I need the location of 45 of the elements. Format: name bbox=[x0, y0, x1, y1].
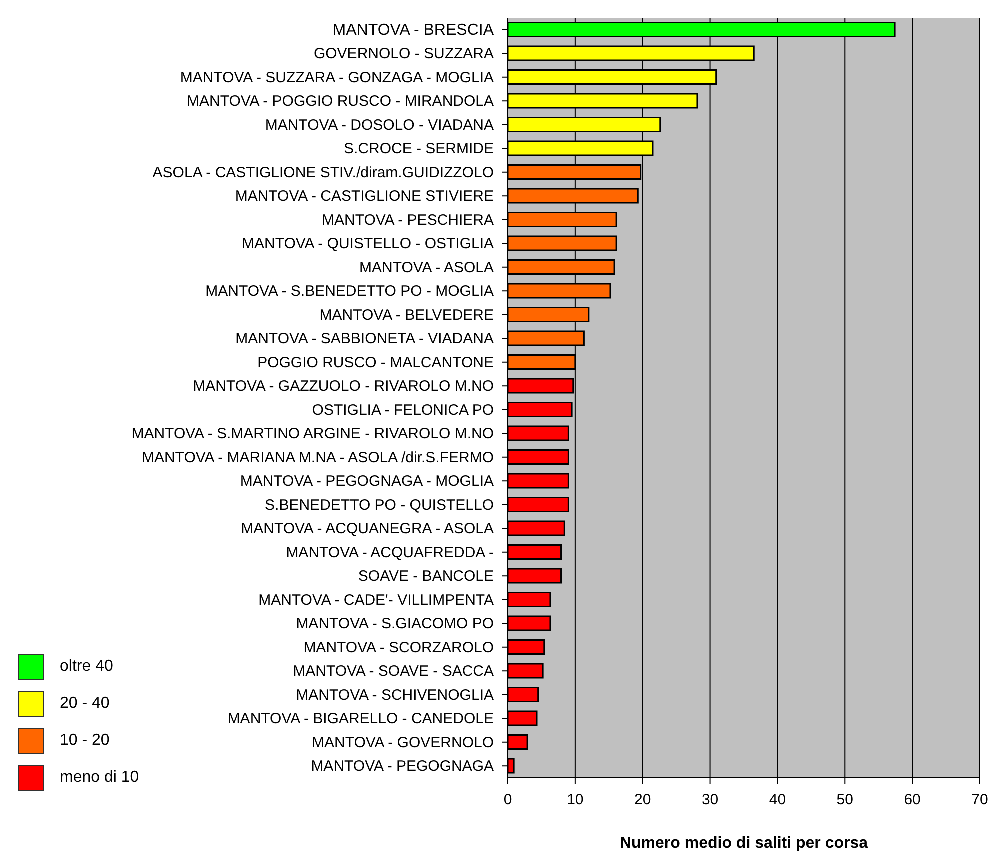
y-tick-label: MANTOVA - SOAVE - SACCA bbox=[293, 663, 494, 680]
y-tick-label: MANTOVA - PEGOGNAGA - MOGLIA bbox=[240, 473, 494, 490]
y-tick-label: MANTOVA - ACQUANEGRA - ASOLA bbox=[241, 520, 494, 538]
y-tick-label: ASOLA - CASTIGLIONE STIV./diram.GUIDIZZOLO bbox=[152, 164, 494, 182]
x-tick-label: 30 bbox=[702, 792, 719, 809]
x-tick-label: 40 bbox=[769, 792, 786, 809]
y-tick-label: SOAVE - BANCOLE bbox=[358, 568, 494, 586]
x-tick-label: 0 bbox=[504, 792, 512, 809]
y-tick-label: MANTOVA - PEGOGNAGA bbox=[311, 758, 494, 776]
y-tick-label: MANTOVA - POGGIO RUSCO - MIRANDOLA bbox=[187, 93, 494, 110]
y-tick-label: POGGIO RUSCO - MALCANTONE bbox=[258, 354, 494, 372]
x-tick-label: 60 bbox=[904, 792, 921, 809]
y-tick-label: MANTOVA - GAZZUOLO - RIVAROLO M.NO bbox=[193, 378, 494, 396]
y-tick-label: MANTOVA - SCHIVENOGLIA bbox=[296, 686, 494, 704]
y-tick-label: MANTOVA - MARIANA M.NA - ASOLA /dir.S.FERMO bbox=[142, 449, 494, 466]
y-tick-label: MANTOVA - CASTIGLIONE STIVIERE bbox=[235, 188, 494, 206]
y-tick-label: GOVERNOLO - SUZZARA bbox=[314, 46, 494, 63]
y-tick-label: MANTOVA - BRESCIA bbox=[332, 22, 494, 39]
legend-label: oltre 40 bbox=[60, 658, 114, 676]
y-tick-label: MANTOVA - ACQUAFREDDA - bbox=[286, 544, 494, 562]
legend-label: 20 - 40 bbox=[60, 694, 110, 712]
y-tick-label: MANTOVA - S.BENEDETTO PO - MOGLIA bbox=[206, 283, 494, 300]
y-tick-label: S.BENEDETTO PO - QUISTELLO bbox=[265, 496, 494, 514]
y-tick-label: MANTOVA - CADE'- VILLIMPENTA bbox=[258, 592, 494, 609]
y-tick-label: MANTOVA - GOVERNOLO bbox=[312, 734, 494, 752]
x-tick-label: 50 bbox=[836, 792, 854, 809]
y-tick-label: MANTOVA - SUZZARA - GONZAGA - MOGLIA bbox=[180, 69, 494, 86]
y-tick-label: MANTOVA - BIGARELLO - CANEDOLE bbox=[228, 710, 494, 728]
y-tick-label: MANTOVA - DOSOLO - VIADANA bbox=[265, 116, 494, 134]
y-tick-label: MANTOVA - S.MARTINO ARGINE - RIVAROLO M.NO bbox=[132, 426, 494, 443]
y-tick-label: S.CROCE - SERMIDE bbox=[344, 140, 494, 158]
y-tick-label: MANTOVA - ASOLA bbox=[360, 259, 494, 276]
legend-label: 10 - 20 bbox=[60, 732, 110, 750]
y-tick-label: MANTOVA - S.GIACOMO PO bbox=[296, 616, 494, 633]
x-tick-label: 20 bbox=[634, 792, 652, 809]
y-tick-label: MANTOVA - QUISTELLO - OSTIGLIA bbox=[242, 236, 494, 253]
x-tick-label: 70 bbox=[972, 792, 988, 809]
legend-label: meno di 10 bbox=[60, 768, 140, 786]
y-tick-label: MANTOVA - BELVEDERE bbox=[320, 306, 494, 324]
y-tick-label: OSTIGLIA - FELONICA PO bbox=[312, 402, 494, 419]
y-tick-label: MANTOVA - SABBIONETA - VIADANA bbox=[236, 330, 494, 348]
x-axis-title: Numero medio di saliti per corsa bbox=[620, 835, 868, 852]
y-tick-label: MANTOVA - SCORZAROLO bbox=[304, 639, 494, 656]
y-tick-label: MANTOVA - PESCHIERA bbox=[322, 212, 494, 229]
x-tick-label: 10 bbox=[567, 792, 584, 809]
